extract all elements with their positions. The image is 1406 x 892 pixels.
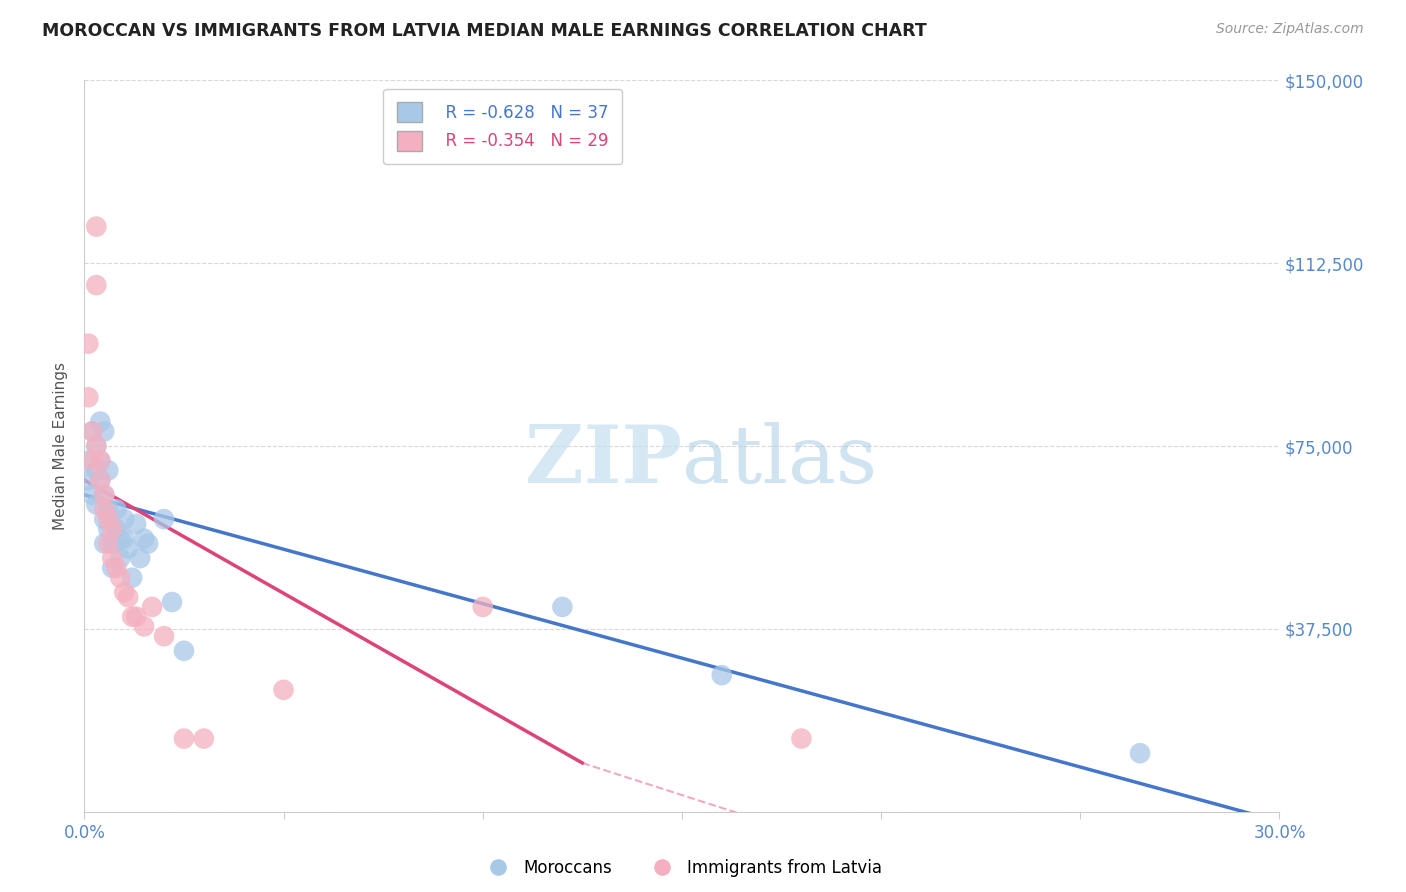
Point bbox=[82, 425, 104, 439]
Text: MOROCCAN VS IMMIGRANTS FROM LATVIA MEDIAN MALE EARNINGS CORRELATION CHART: MOROCCAN VS IMMIGRANTS FROM LATVIA MEDIA… bbox=[42, 22, 927, 40]
Point bbox=[82, 453, 104, 467]
Point bbox=[112, 532, 135, 546]
Point bbox=[97, 502, 120, 516]
Point bbox=[93, 502, 115, 516]
Legend: Moroccans, Immigrants from Latvia: Moroccans, Immigrants from Latvia bbox=[475, 853, 889, 884]
Point bbox=[117, 590, 139, 604]
Point bbox=[121, 609, 143, 624]
Point bbox=[141, 599, 163, 614]
Point bbox=[89, 453, 111, 467]
Point bbox=[101, 522, 124, 536]
Point bbox=[129, 551, 152, 566]
Point bbox=[97, 512, 120, 526]
Point bbox=[86, 439, 108, 453]
Point bbox=[82, 488, 104, 502]
Point bbox=[112, 585, 135, 599]
Point bbox=[77, 453, 100, 467]
Point bbox=[82, 425, 104, 439]
Point bbox=[89, 473, 111, 487]
Text: Source: ZipAtlas.com: Source: ZipAtlas.com bbox=[1216, 22, 1364, 37]
Point bbox=[93, 488, 115, 502]
Point bbox=[97, 522, 120, 536]
Text: atlas: atlas bbox=[682, 422, 877, 500]
Point bbox=[173, 731, 195, 746]
Point bbox=[77, 390, 100, 404]
Point bbox=[112, 512, 135, 526]
Point bbox=[710, 668, 733, 682]
Point bbox=[153, 512, 176, 526]
Point bbox=[105, 561, 128, 575]
Point bbox=[125, 516, 148, 531]
Point bbox=[193, 731, 215, 746]
Point bbox=[105, 502, 128, 516]
Point bbox=[77, 473, 100, 487]
Point bbox=[93, 488, 115, 502]
Text: ZIP: ZIP bbox=[524, 422, 682, 500]
Point bbox=[125, 609, 148, 624]
Point bbox=[89, 473, 111, 487]
Point bbox=[1129, 746, 1152, 760]
Point bbox=[97, 536, 120, 550]
Point bbox=[93, 536, 115, 550]
Point bbox=[89, 453, 111, 467]
Point bbox=[132, 532, 156, 546]
Point bbox=[86, 439, 108, 453]
Point bbox=[110, 551, 132, 566]
Point bbox=[101, 551, 124, 566]
Point bbox=[93, 512, 115, 526]
Point bbox=[110, 532, 132, 546]
Point bbox=[110, 571, 132, 585]
Y-axis label: Median Male Earnings: Median Male Earnings bbox=[53, 362, 69, 530]
Point bbox=[77, 336, 100, 351]
Point bbox=[160, 595, 183, 609]
Point bbox=[89, 415, 111, 429]
Point bbox=[86, 278, 108, 293]
Point bbox=[121, 571, 143, 585]
Point bbox=[117, 541, 139, 556]
Point bbox=[132, 619, 156, 633]
Point bbox=[105, 522, 128, 536]
Point bbox=[86, 463, 108, 477]
Point bbox=[101, 561, 124, 575]
Point bbox=[471, 599, 494, 614]
Point bbox=[273, 682, 295, 697]
Point bbox=[86, 219, 108, 234]
Point bbox=[551, 599, 574, 614]
Point bbox=[153, 629, 176, 643]
Point bbox=[93, 425, 115, 439]
Point bbox=[86, 498, 108, 512]
Point bbox=[790, 731, 813, 746]
Point bbox=[97, 463, 120, 477]
Point bbox=[101, 536, 124, 550]
Point bbox=[136, 536, 159, 550]
Point bbox=[173, 644, 195, 658]
